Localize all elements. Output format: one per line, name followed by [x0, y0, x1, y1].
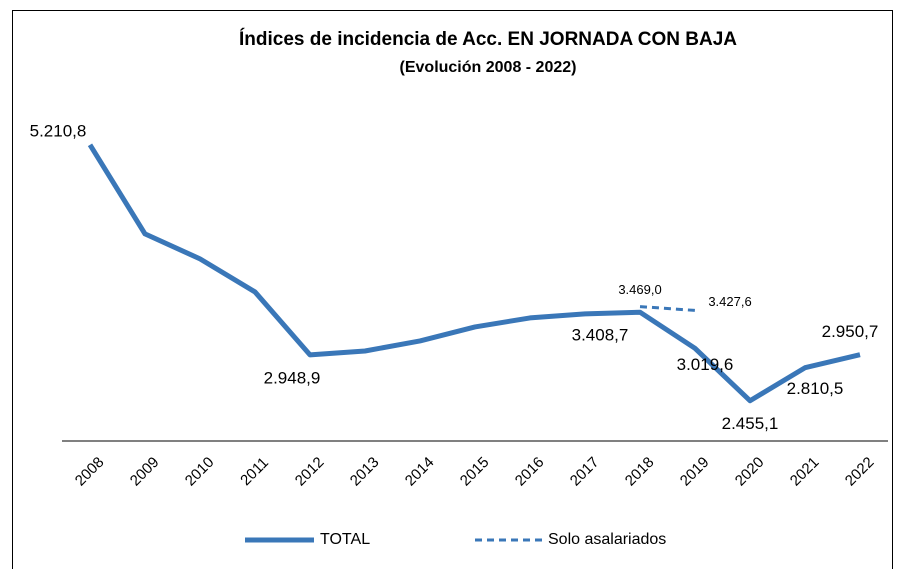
x-tick-label: 2019 [677, 454, 713, 490]
data-label: 2.948,9 [264, 368, 321, 387]
x-tick-label: 2013 [347, 454, 383, 490]
data-label: 5.210,8 [30, 121, 87, 140]
data-label: 3.427,6 [708, 294, 751, 309]
data-label: 2.810,5 [787, 379, 844, 398]
series-line [639, 305, 696, 312]
x-tick-label: 2022 [842, 454, 878, 490]
data-label: 2.455,1 [722, 414, 779, 433]
chart-subtitle: (Evolución 2008 - 2022) [400, 59, 577, 76]
legend-label: TOTAL [320, 531, 370, 548]
x-tick-label: 2020 [732, 454, 768, 490]
series-line [87, 143, 861, 404]
x-tick-label: 2017 [567, 454, 603, 490]
x-tick-label: 2011 [237, 454, 272, 489]
legend-label: Solo asalariados [548, 531, 666, 548]
x-tick-label: 2008 [72, 454, 108, 490]
x-tick-label: 2021 [787, 454, 823, 490]
data-label: 3.019,6 [677, 355, 734, 374]
x-tick-label: 2012 [292, 454, 328, 490]
data-label: 3.469,0 [618, 282, 661, 297]
chart-title: Índices de incidencia de Acc. EN JORNADA… [239, 28, 737, 50]
x-tick-label: 2015 [457, 454, 493, 490]
x-tick-label: 2016 [512, 454, 548, 490]
x-tick-label: 2010 [182, 454, 218, 490]
x-tick-label: 2018 [622, 454, 658, 490]
chart-border [12, 10, 893, 569]
x-tick-label: 2009 [127, 454, 163, 490]
data-label: 2.950,7 [822, 322, 879, 341]
x-tick-label: 2014 [402, 454, 438, 490]
data-label: 3.408,7 [572, 326, 629, 345]
